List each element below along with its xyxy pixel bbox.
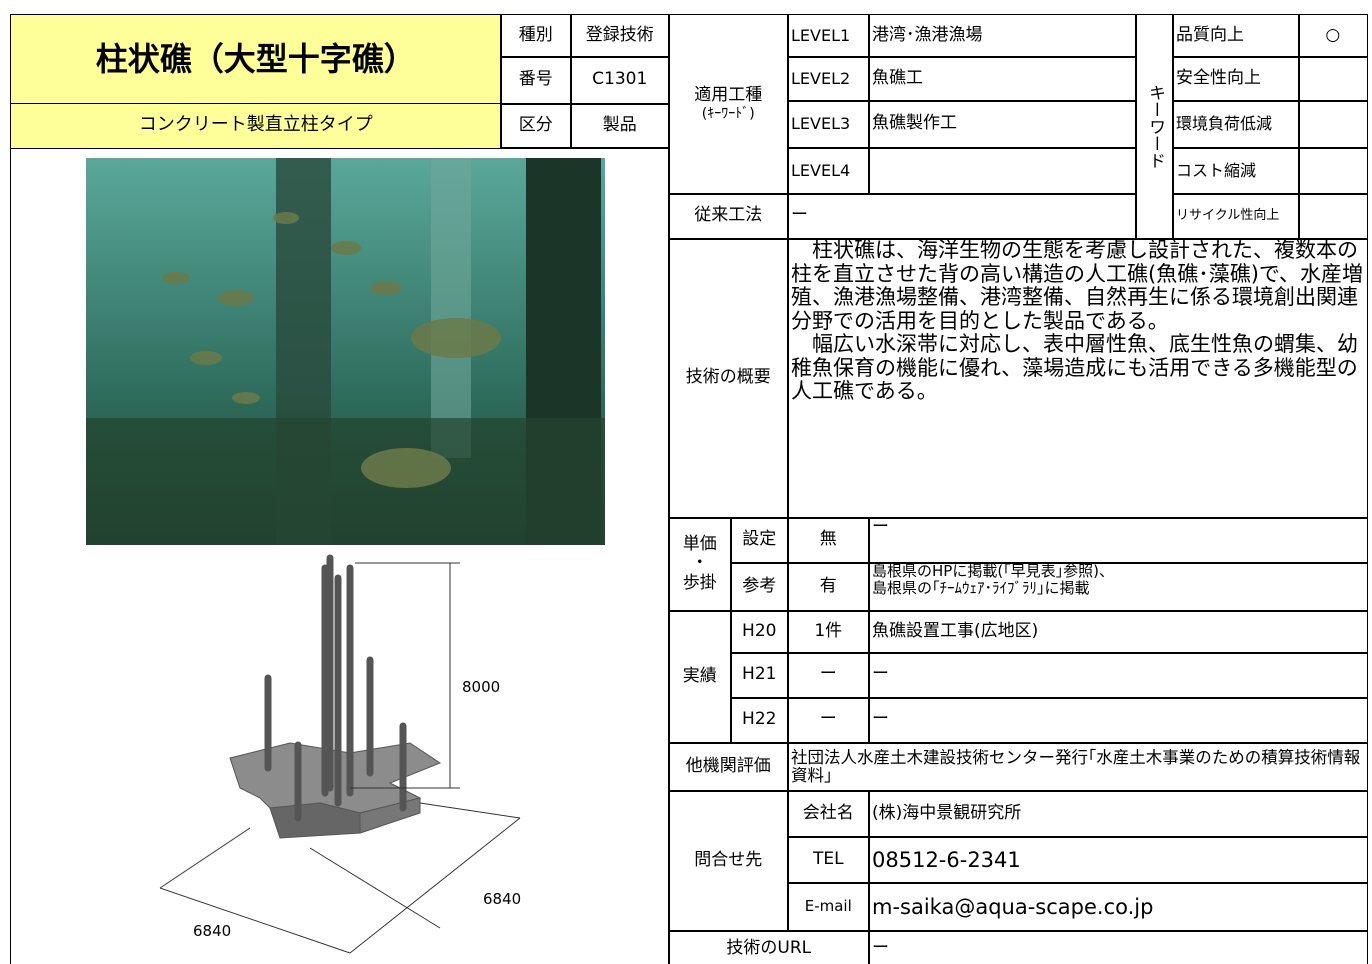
record-year: H22 — [730, 697, 789, 744]
url-label: 技術のURL — [668, 930, 870, 964]
keyword-item: リサイクル性向上 — [1172, 193, 1300, 240]
keyword-item: 品質向上 — [1172, 14, 1300, 58]
price-label: 単価・歩掛 — [668, 517, 732, 612]
paragraph: 幅広い水深帯に対応し、表中層性魚、底生性魚の蝟集、幼稚魚保育の機能に優れ、藻場造… — [791, 332, 1358, 404]
field-label: 番号 — [500, 56, 572, 105]
field-label: 区分 — [500, 103, 572, 149]
level-label: LEVEL3 — [787, 100, 870, 149]
record-count: 1件 — [787, 610, 870, 654]
level-label: LEVEL4 — [787, 147, 870, 195]
price-row-label: 参考 — [730, 562, 789, 612]
keyword-mark — [1298, 193, 1368, 240]
label: 歩掛 — [682, 573, 717, 594]
evaluation-value: 社団法人水産土木建設技術センター発行｢水産土木事業のための積算技術情報資料｣ — [787, 742, 1368, 792]
field-value: C1301 — [570, 56, 670, 105]
keyword-mark — [1298, 100, 1368, 149]
keyword-item: コスト縮減 — [1172, 147, 1300, 195]
label: ・ — [691, 553, 709, 574]
contact-value: (株)海中景観研究所 — [868, 790, 1368, 838]
paragraph: 柱状礁は、海洋生物の生態を考慮し設計された、複数本の柱を直立させた背の高い構造の… — [791, 238, 1364, 333]
field-label: 種別 — [500, 14, 572, 58]
price-flag: 有 — [787, 562, 870, 612]
record-project: ー — [868, 652, 1368, 699]
dimension-label: 8000 — [462, 678, 501, 696]
record-count: ー — [787, 652, 870, 699]
overview-text: 柱状礁は、海洋生物の生態を考慮し設計された、複数本の柱を直立させた背の高い構造の… — [787, 238, 1368, 519]
diagram — [159, 554, 521, 954]
level-value: 魚礁製作工 — [868, 100, 1137, 149]
price-flag: 無 — [787, 517, 870, 564]
dimension-label: 6840 — [193, 922, 232, 940]
photo — [86, 158, 605, 545]
level-value: 魚礁工 — [868, 56, 1137, 102]
contact-value: m-saika@aqua-scape.co.jp — [868, 882, 1368, 932]
title: 柱状礁（大型十字礁） — [10, 14, 502, 105]
label: 単価 — [682, 533, 717, 554]
record-year: H21 — [730, 652, 789, 699]
dimension-label: 6840 — [483, 890, 522, 908]
keyword-item: 環境負荷低減 — [1172, 100, 1300, 149]
record-project: ー — [868, 697, 1368, 744]
level-label: LEVEL1 — [787, 14, 870, 58]
keyword-label: キーワード — [1135, 14, 1174, 240]
note-line: ー — [872, 517, 889, 537]
evaluation-label: 他機関評価 — [668, 742, 789, 792]
contact-row-label: 会社名 — [787, 790, 870, 838]
contact-label: 問合せ先 — [668, 790, 789, 932]
keyword-mark — [1298, 147, 1368, 195]
keyword-mark — [1298, 56, 1368, 102]
price-row-label: 設定 — [730, 517, 789, 564]
price-note: 島根県のHPに掲載(｢早見表｣参照)、 島根県の｢ﾁｰﾑｳｪｱ･ﾗｲﾌﾞﾗﾘ｣に掲… — [868, 562, 1368, 612]
keyword-item: 安全性向上 — [1172, 56, 1300, 102]
contact-value: 08512-6-2341 — [868, 836, 1368, 884]
level-label: LEVEL2 — [787, 56, 870, 102]
overview-label: 技術の概要 — [668, 238, 789, 519]
keyword-mark: ○ — [1298, 14, 1368, 58]
contact-row-label: TEL — [787, 836, 870, 884]
record-year: H20 — [730, 610, 789, 654]
sublabel: (ｷｰﾜｰﾄﾞ) — [701, 105, 755, 122]
record-project: 魚礁設置工事(広地区) — [868, 610, 1368, 654]
url-value: ー — [868, 930, 1368, 964]
label: 適用工種 — [694, 85, 763, 106]
application-label: 適用工種 (ｷｰﾜｰﾄﾞ) — [668, 14, 789, 195]
note-line: 島根県の｢ﾁｰﾑｳｪｱ･ﾗｲﾌﾞﾗﾘ｣に掲載 — [872, 579, 1090, 598]
field-value: 製品 — [570, 103, 670, 149]
conventional-value: ー — [787, 193, 1137, 240]
record-count: ー — [787, 697, 870, 744]
record-label: 実績 — [668, 610, 732, 744]
level-value — [868, 147, 1137, 195]
contact-row-label: E-mail — [787, 882, 870, 932]
note-line: 島根県のHPに掲載(｢早見表｣参照)、 — [872, 562, 1115, 580]
conventional-label: 従来工法 — [668, 193, 789, 240]
price-note: ー — [868, 517, 1368, 564]
level-value: 港湾･漁港漁場 — [868, 14, 1137, 58]
subtitle: コンクリート製直立柱タイプ — [10, 103, 502, 149]
field-value: 登録技術 — [570, 14, 670, 58]
